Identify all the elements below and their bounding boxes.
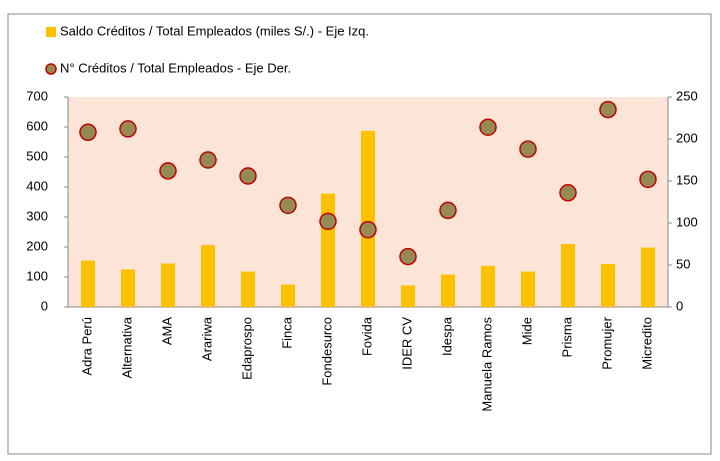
y2-tick-label: 50 [676,256,690,271]
bar [481,265,495,307]
y-tick-label: 0 [41,298,48,313]
y-tick-label: 100 [26,268,48,283]
dot [599,100,617,119]
dot [119,120,137,138]
dot [559,184,577,202]
y2-tick-label: 200 [676,130,698,145]
bar [281,284,295,307]
x-tick-label: Finca [279,316,294,349]
dot [279,196,297,215]
y2-tick-label: 0 [676,298,683,313]
bar [201,244,215,307]
x-tick-label: IDER CV [399,317,414,370]
dot [319,212,337,231]
y-tick-label: 500 [26,148,48,163]
x-tick-label: Idespa [439,316,454,356]
y-tick-label: 700 [26,88,48,103]
legend-swatch [46,27,56,37]
x-tick-label: Fovida [359,316,374,356]
bar [81,260,95,307]
bar [321,193,335,307]
dot [439,201,457,220]
x-tick-label: Adra Perú [79,317,94,376]
bar [641,247,655,307]
x-tick-label: Mide [519,317,534,345]
x-tick-label: AMA [159,317,174,346]
bar [241,271,255,307]
x-tick-label: Promujer [599,316,614,369]
bar [521,271,535,307]
dot [359,220,377,239]
y-tick-label: 400 [26,178,48,193]
dot [239,167,257,185]
bar [441,274,455,307]
y-tick-label: 600 [26,118,48,133]
dot [519,140,537,158]
dot [199,151,217,169]
x-tick-label: Alternativa [119,316,134,378]
x-tick-label: Micredito [639,317,654,370]
y2-tick-label: 150 [676,172,698,187]
legend-label: Saldo Créditos / Total Empleados (miles … [60,23,369,38]
x-tick-label: Manuela Ramos [479,317,494,412]
bar [121,269,135,307]
x-tick-label: Edaprospo [239,317,254,380]
bar [361,130,375,307]
legend-swatch [45,63,57,75]
y-tick-label: 200 [26,238,48,253]
dot [399,247,417,266]
bar [401,285,415,307]
bar [561,244,575,307]
dot [79,123,97,142]
bar [601,264,615,307]
dot [479,118,497,136]
legend-label: N° Créditos / Total Empleados - Eje Der. [60,60,291,75]
dot [639,170,657,189]
x-tick-label: Prisma [559,316,574,357]
y-tick-label: 300 [26,208,48,223]
x-tick-label: Fondesurco [319,317,334,386]
dot [159,162,177,180]
y2-tick-label: 100 [676,214,698,229]
x-tick-label: Arariwa [199,316,214,361]
bar [161,263,175,307]
y2-tick-label: 250 [676,88,698,103]
